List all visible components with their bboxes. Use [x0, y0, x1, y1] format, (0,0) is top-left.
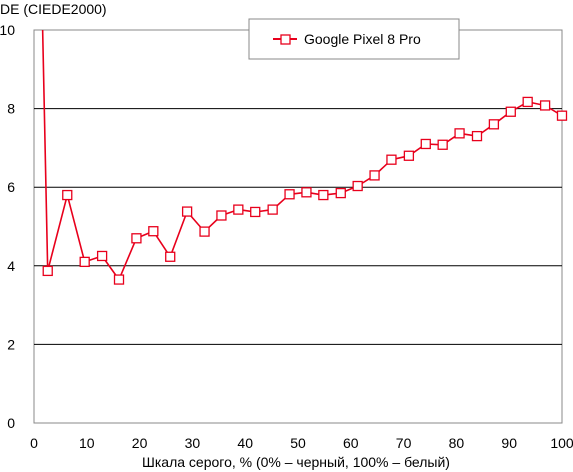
y-tick-label: 2 — [7, 336, 15, 352]
data-point-marker — [96, 250, 108, 262]
data-point-marker — [335, 187, 346, 199]
data-point-marker — [386, 154, 397, 165]
x-tick-label: 60 — [343, 435, 359, 451]
y-tick-label: 6 — [7, 179, 15, 195]
y-tick-label: 10 — [0, 22, 15, 38]
data-point-marker — [556, 110, 568, 121]
data-point-marker — [131, 233, 142, 244]
x-axis-title: Шкала серого, % (0% – черный, 100% – бел… — [142, 454, 450, 470]
x-tick-label: 40 — [237, 435, 253, 451]
data-point-marker — [454, 128, 465, 139]
y-tick-label: 0 — [7, 415, 15, 431]
data-point-marker — [113, 274, 125, 285]
data-point-marker — [522, 96, 533, 108]
grid-lines — [34, 108, 562, 345]
x-tick-label: 0 — [30, 435, 38, 451]
data-point-marker — [79, 256, 90, 268]
data-point-marker — [403, 150, 415, 161]
y-tick-label: 8 — [7, 101, 15, 117]
data-point-marker — [267, 204, 278, 215]
x-tick-label: 10 — [79, 435, 95, 451]
legend-label: Google Pixel 8 Pro — [304, 31, 421, 47]
data-point-marker — [301, 187, 312, 198]
data-point-marker — [165, 251, 176, 262]
data-point-marker — [539, 100, 551, 111]
data-point-marker — [216, 210, 227, 221]
data-point-marker — [488, 119, 500, 130]
data-point-marker — [148, 226, 159, 237]
data-point-marker — [437, 139, 448, 150]
data-point-marker — [471, 130, 483, 142]
data-point-marker — [199, 226, 210, 237]
data-point-marker — [42, 265, 53, 277]
y-tick-labels: 0 2 4 6 8 10 — [0, 22, 15, 431]
x-tick-label: 90 — [501, 435, 517, 451]
legend: Google Pixel 8 Pro — [248, 18, 460, 60]
plot-area — [33, 29, 563, 424]
x-tick-label: 70 — [396, 435, 412, 451]
x-tick-label: 100 — [550, 435, 573, 451]
y-axis-title: DE (CIEDE2000) — [0, 1, 107, 17]
markers-layer — [42, 96, 568, 285]
data-point-marker — [352, 180, 363, 192]
x-tick-label: 50 — [290, 435, 306, 451]
x-tick-label: 20 — [132, 435, 148, 451]
x-tick-labels: 0 10 20 30 40 50 60 70 80 90 100 — [30, 435, 573, 451]
data-point-marker — [505, 106, 516, 117]
data-point-marker — [369, 170, 380, 181]
y-tick-label: 4 — [7, 258, 15, 274]
data-point-marker — [284, 189, 295, 200]
x-tick-label: 30 — [185, 435, 201, 451]
data-point-marker — [250, 206, 261, 218]
legend-marker — [280, 34, 291, 45]
data-point-marker — [62, 189, 73, 201]
data-point-marker — [420, 138, 431, 150]
data-point-marker — [318, 189, 329, 201]
data-point-marker — [181, 206, 193, 217]
x-tick-label: 80 — [449, 435, 465, 451]
data-point-marker — [233, 204, 244, 215]
